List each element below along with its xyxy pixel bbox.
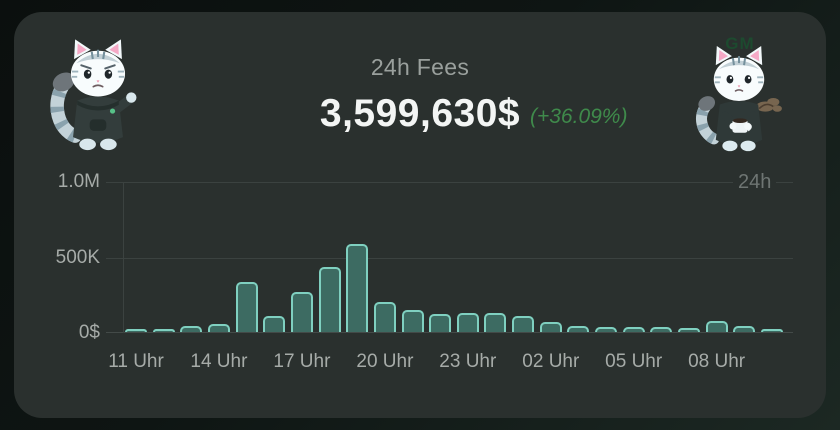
gm-label: GM: [725, 34, 755, 53]
bar-05-uhr[interactable]: [622, 327, 645, 332]
x-axis-tick-label: 05 Uhr: [605, 351, 663, 372]
bar-18-uhr[interactable]: [318, 267, 341, 332]
hoodie-cat-mascot: [50, 39, 137, 151]
y-axis-tick-label: 1.0M: [57, 171, 100, 192]
bar-11-uhr[interactable]: [125, 329, 147, 332]
bar-12-uhr[interactable]: [152, 329, 175, 332]
bar-09-uhr[interactable]: [733, 326, 756, 332]
fees-title: 24h Fees: [370, 54, 470, 80]
x-axis-tick-label: 14 Uhr: [190, 351, 248, 372]
bar-15-uhr[interactable]: [235, 282, 258, 332]
coffee-mug-icon: [729, 118, 752, 133]
bar-20-uhr[interactable]: [373, 302, 396, 332]
x-axis-tick-label: 08 Uhr: [688, 351, 746, 372]
bar-04-uhr[interactable]: [595, 327, 617, 332]
coffee-cat-mascot: [695, 46, 782, 152]
fees-value: 3,599,630$: [319, 92, 521, 135]
cat-tail-icon: [695, 96, 720, 145]
bar-21-uhr[interactable]: [401, 310, 424, 332]
dashboard-card: [14, 12, 826, 418]
bar-07-uhr[interactable]: [678, 328, 700, 332]
bar-10-uhr[interactable]: [760, 329, 783, 332]
y-axis-line: [123, 182, 124, 333]
x-axis-baseline: [106, 332, 793, 333]
x-axis-labels-row: 11 Uhr 14 Uhr 17 Uhr 20 Uhr 23 Uhr 02 Uhr 05 U…: [106, 351, 806, 377]
fees-change-percent: (+36.09%): [530, 105, 628, 128]
plot-area: [106, 182, 793, 333]
bar-03-uhr[interactable]: [567, 326, 590, 332]
right-axis-label: 24h: [733, 171, 777, 193]
y-axis-tick-label: 0$: [78, 322, 100, 343]
fees-value-row: 3,599,630$ (+36.09%): [0, 92, 840, 136]
cat-head: [713, 46, 765, 101]
bar-14-uhr[interactable]: [207, 324, 230, 332]
x-axis-tick-label: 11 Uhr: [108, 351, 164, 372]
gridline-1m: [106, 182, 793, 183]
cat-head: [70, 39, 126, 97]
bar-08-uhr[interactable]: [705, 321, 728, 332]
x-axis-tick-label: 20 Uhr: [356, 351, 414, 372]
bar-00-uhr[interactable]: [484, 313, 507, 332]
cat-body-hoodie: [73, 92, 137, 151]
bar-23-uhr[interactable]: [456, 313, 479, 332]
coffee-steam-icon: [756, 97, 782, 112]
gridline-500k: [106, 258, 793, 259]
bar-17-uhr[interactable]: [290, 292, 313, 332]
cat-tail-icon: [50, 72, 82, 143]
bar-02-uhr[interactable]: [539, 322, 562, 332]
bar-16-uhr[interactable]: [263, 316, 286, 332]
bar-06-uhr[interactable]: [650, 327, 673, 332]
x-axis-tick-label: 17 Uhr: [273, 351, 331, 372]
bar-01-uhr[interactable]: [512, 316, 535, 332]
y-axis-tick-label: 500K: [55, 247, 100, 268]
bar-22-uhr[interactable]: [429, 314, 452, 332]
x-axis-tick-label: 23 Uhr: [439, 351, 497, 372]
x-axis-tick-label: 02 Uhr: [522, 351, 580, 372]
bar-13-uhr[interactable]: [180, 326, 203, 332]
bar-19-uhr[interactable]: [346, 244, 369, 332]
